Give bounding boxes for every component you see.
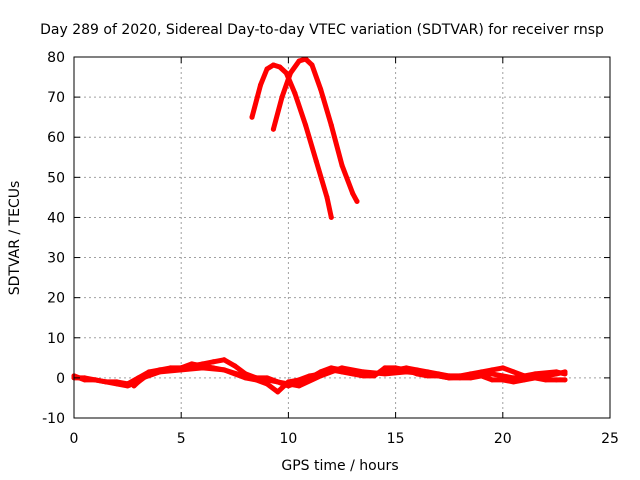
data-point (92, 377, 98, 383)
data-point (543, 377, 549, 383)
data-point (360, 373, 366, 379)
data-point (296, 58, 302, 64)
data-point (189, 361, 195, 367)
data-point (279, 94, 285, 100)
data-point (446, 375, 452, 381)
data-point (275, 389, 281, 395)
data-point (328, 214, 334, 220)
series-group (71, 56, 568, 395)
data-point (103, 379, 109, 385)
y-tick-label: 60 (47, 130, 65, 146)
data-point (221, 367, 227, 373)
data-point (553, 377, 559, 383)
data-point (288, 70, 293, 76)
data-point (303, 122, 309, 128)
data-point (339, 162, 345, 168)
data-point (489, 377, 495, 383)
data-point (277, 64, 283, 70)
x-axis-label: GPS time / hours (281, 458, 398, 474)
data-point (234, 371, 240, 377)
y-tick-label: 20 (47, 291, 65, 307)
data-point (354, 198, 360, 204)
data-point (382, 365, 388, 371)
y-tick-label: 30 (47, 251, 65, 267)
x-tick-label: 10 (279, 431, 297, 447)
data-point (489, 367, 495, 373)
data-point (511, 379, 516, 385)
data-point (562, 377, 568, 383)
y-tick-label: -10 (42, 411, 65, 427)
data-point (511, 375, 516, 381)
plot-frame (73, 56, 611, 419)
data-point (313, 158, 319, 164)
y-tick-label: 0 (56, 371, 65, 387)
x-tick-label: 0 (70, 431, 79, 447)
grid (74, 57, 610, 418)
data-point (296, 383, 302, 389)
data-point (232, 363, 238, 369)
data-point (532, 371, 538, 377)
data-point (468, 373, 474, 379)
x-tick-label: 5 (177, 431, 186, 447)
data-point (249, 114, 255, 120)
data-point (157, 369, 163, 375)
data-point (270, 126, 276, 132)
y-tick-label: 40 (47, 210, 65, 226)
data-point (425, 371, 431, 377)
data-point (339, 365, 345, 371)
data-point (360, 369, 366, 375)
series-line-2 (270, 56, 360, 204)
data-point (82, 377, 88, 383)
x-tick-label: 25 (601, 431, 619, 447)
data-point (253, 375, 259, 381)
data-point (318, 373, 324, 379)
y-tick-label: 70 (47, 90, 65, 106)
data-point (270, 62, 276, 68)
data-point (264, 66, 270, 72)
data-point (210, 359, 216, 365)
y-tick-label: 80 (47, 50, 65, 66)
data-point (562, 371, 568, 377)
data-point (307, 373, 313, 379)
data-point (292, 90, 298, 96)
data-point (328, 122, 334, 128)
x-tick-label: 15 (387, 431, 405, 447)
x-tick-label: 20 (494, 431, 512, 447)
data-point (324, 194, 330, 200)
data-point (309, 62, 315, 68)
data-point (382, 371, 388, 377)
data-point (403, 369, 409, 375)
data-point (221, 357, 227, 363)
data-point (489, 371, 495, 377)
data-point (500, 365, 506, 371)
y-tick-label: 10 (47, 331, 65, 347)
y-tick-label: 50 (47, 170, 65, 186)
data-point (303, 56, 309, 62)
data-point (275, 379, 281, 385)
data-point (511, 369, 516, 375)
data-point (140, 375, 146, 381)
data-point (553, 369, 559, 375)
chart-title: Day 289 of 2020, Sidereal Day-to-day VTE… (40, 22, 604, 38)
data-point (131, 383, 137, 389)
data-point (393, 365, 399, 371)
data-point (114, 379, 120, 385)
data-point (296, 377, 302, 383)
data-point (200, 365, 206, 371)
data-point (125, 381, 131, 387)
axis-ticks: 0 5 10 15 20 25 -10 0 10 20 30 40 50 60 70 80 (42, 50, 619, 447)
data-point (318, 86, 324, 92)
data-point (178, 367, 184, 373)
data-point (258, 82, 263, 88)
data-point (350, 190, 356, 196)
y-axis-label: SDTVAR / TECUs (7, 181, 23, 296)
